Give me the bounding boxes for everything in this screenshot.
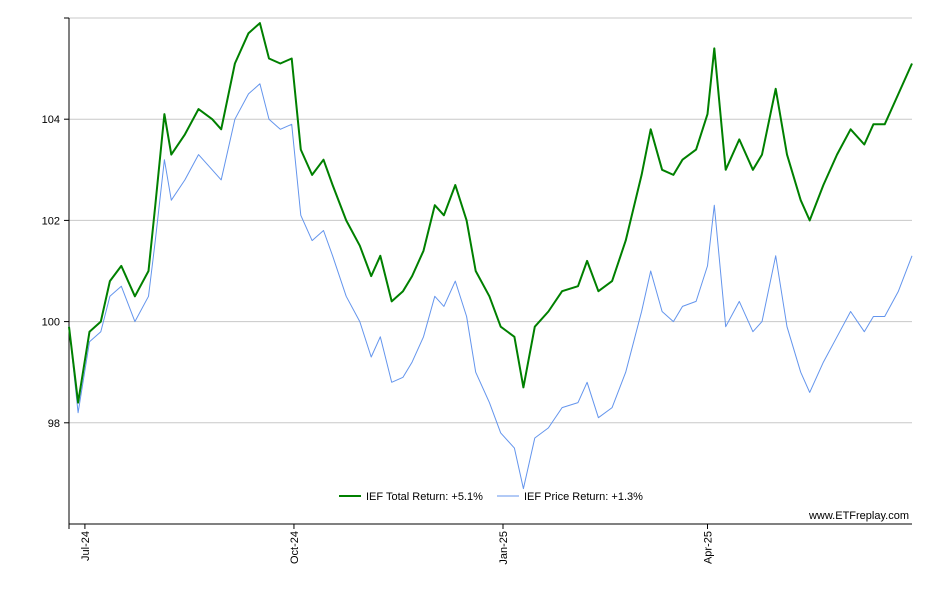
axes (68, 18, 912, 529)
y-axis-ticks: 98 100 102 104 (42, 17, 69, 430)
series-line-total-return (68, 22, 913, 404)
x-axis-ticks: Jul-24 Oct-24 Jan-25 Apr-25 (80, 524, 714, 565)
legend: IEF Total Return: +5.1% IEF Price Return:… (339, 491, 643, 503)
gridlines (69, 17, 912, 424)
y-tick-label: 104 (42, 114, 60, 126)
legend-label: IEF Price Return: +1.3% (524, 491, 643, 503)
y-tick-label: 98 (48, 418, 60, 430)
watermark-text: www.ETFreplay.com (808, 510, 909, 522)
legend-label: IEF Total Return: +5.1% (366, 491, 483, 503)
series-line-price-return (68, 83, 913, 490)
x-tick-label: Apr-25 (702, 531, 714, 564)
y-tick-label: 102 (42, 215, 60, 227)
series-lines (68, 22, 913, 490)
x-tick-label: Oct-24 (289, 531, 301, 564)
x-tick-label: Jul-24 (80, 531, 92, 561)
y-tick-label: 100 (42, 317, 60, 329)
x-tick-label: Jan-25 (498, 531, 510, 565)
